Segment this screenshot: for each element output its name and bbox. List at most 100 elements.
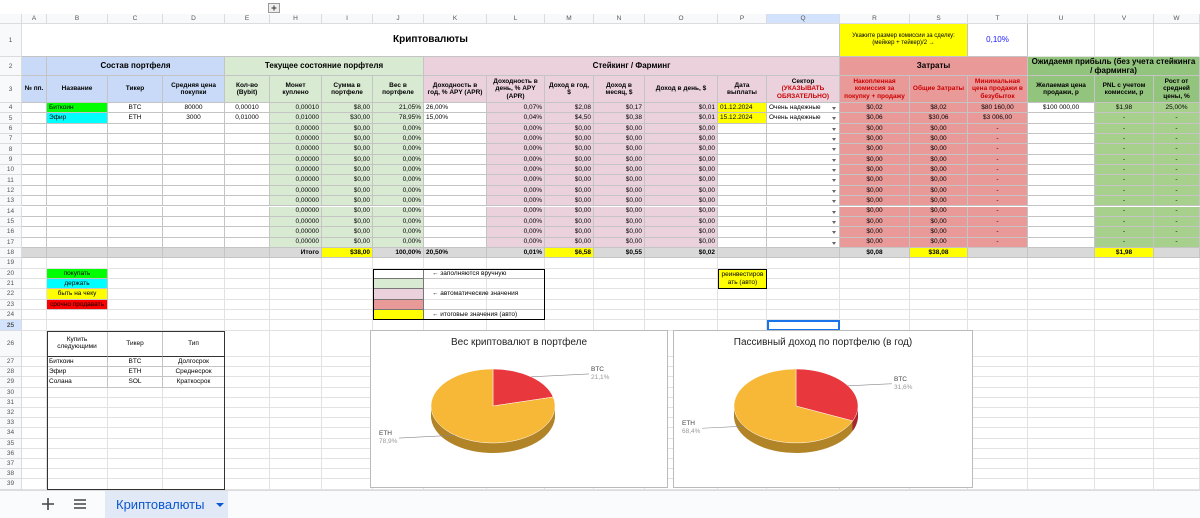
cell	[1028, 123, 1095, 135]
cell-text: $0,00	[625, 124, 642, 132]
cell-text: $0,00	[698, 207, 715, 215]
watchlist-cell: Эфир	[47, 367, 108, 378]
cell	[270, 278, 322, 290]
cell	[1028, 185, 1095, 197]
cell	[163, 310, 225, 321]
dropdown-arrow	[832, 241, 836, 245]
cell	[424, 185, 487, 197]
cell	[47, 196, 108, 207]
watchlist-cell: ETH	[108, 367, 163, 378]
cell	[270, 479, 322, 490]
cell	[22, 330, 47, 357]
all-sheets-button[interactable]	[72, 496, 88, 512]
cell-text: Очень надежные	[769, 103, 821, 111]
cell	[108, 428, 163, 439]
cell-value: 3000	[163, 113, 225, 124]
cell	[163, 299, 225, 310]
cell	[968, 438, 1028, 449]
cell-text: $0,00	[698, 186, 715, 194]
cell-value: $0,00	[322, 216, 373, 228]
cell	[910, 310, 968, 321]
cell	[22, 377, 47, 388]
cell-value: $0,00	[322, 123, 373, 135]
watchlist-border	[47, 330, 225, 490]
cell	[225, 289, 270, 300]
cell	[47, 144, 108, 155]
cell-text: -	[1122, 238, 1126, 246]
row-header: 11	[0, 175, 22, 186]
cell-value: Эфир	[47, 113, 108, 124]
cell-text: 0,00000	[295, 238, 320, 246]
cell	[424, 289, 487, 300]
cell-value: -	[1095, 175, 1154, 186]
cell-text: Тикер	[126, 339, 144, 347]
cell-text: 0,00%	[523, 155, 542, 163]
cell	[1154, 258, 1200, 269]
cell-text: Купить следующими	[57, 335, 97, 351]
cell	[968, 247, 1028, 259]
cell-value: -	[1154, 175, 1200, 186]
cell	[1154, 459, 1200, 470]
column-header: N	[594, 14, 645, 24]
cell	[1028, 258, 1095, 269]
cell-value: 0,00%	[487, 227, 545, 238]
cell-text: Накопленная комиссия за покупку + продаж…	[844, 77, 905, 100]
cell	[1154, 310, 1200, 321]
cell-text: Вес в портфеле	[382, 81, 414, 96]
cell-text: 0,00%	[523, 176, 542, 184]
cell	[1028, 175, 1095, 186]
cell	[163, 185, 225, 197]
cell-text: $80 160,00	[981, 103, 1014, 111]
sheet-tab-label: Криптовалюты	[116, 497, 205, 512]
section-header: Затраты	[840, 57, 1028, 76]
cell-text: -	[1122, 124, 1126, 132]
cell-text: $0,00	[574, 176, 591, 184]
cell	[47, 247, 108, 259]
cell	[22, 113, 47, 124]
cell	[718, 196, 767, 207]
dropdown-arrow	[832, 200, 836, 204]
cell-value: $0,00	[594, 134, 645, 145]
cell	[108, 278, 163, 290]
sheet-tab[interactable]: Криптовалюты	[105, 491, 228, 518]
cell	[1095, 469, 1154, 480]
cell-value: $0,00	[645, 144, 718, 155]
column-title: № пп.	[22, 76, 47, 103]
cell-value: -	[1095, 216, 1154, 228]
cell-value: $0,00	[322, 185, 373, 197]
cell	[322, 367, 373, 378]
chart: Вес криптовалют в портфеле BTC 21,1% ETH 78,…	[370, 330, 668, 488]
cell-text: $0,00	[930, 197, 947, 205]
cell-text: $0,00	[574, 228, 591, 236]
cell-value: 0,00%	[487, 144, 545, 155]
cell-text: $0,00	[930, 124, 947, 132]
cell	[225, 367, 270, 378]
cell	[424, 278, 487, 290]
cell	[1095, 459, 1154, 470]
cell	[322, 377, 373, 388]
watchlist-cell: Биткоин	[47, 357, 108, 368]
row-header: 22	[0, 289, 22, 300]
cell	[487, 258, 545, 269]
cell	[968, 310, 1028, 321]
cell	[322, 469, 373, 480]
cell	[225, 237, 270, 248]
cell	[1028, 247, 1095, 259]
cell	[322, 418, 373, 429]
add-button[interactable]	[268, 3, 280, 13]
cell-text: 0,00%	[402, 145, 421, 153]
cell	[718, 227, 767, 238]
cell	[1095, 330, 1154, 357]
cell	[545, 258, 594, 269]
cell-text: Биткоин	[49, 357, 74, 365]
cell	[270, 428, 322, 439]
cell	[22, 57, 47, 76]
slice-label: BTC	[591, 366, 604, 373]
cell	[545, 289, 594, 300]
dropdown-arrow	[832, 210, 836, 214]
leader-line	[847, 383, 893, 387]
cell-value: -	[968, 237, 1028, 248]
add-sheet-button[interactable]	[40, 496, 56, 512]
cell-text: $0,00	[574, 145, 591, 153]
cell	[1028, 438, 1095, 449]
